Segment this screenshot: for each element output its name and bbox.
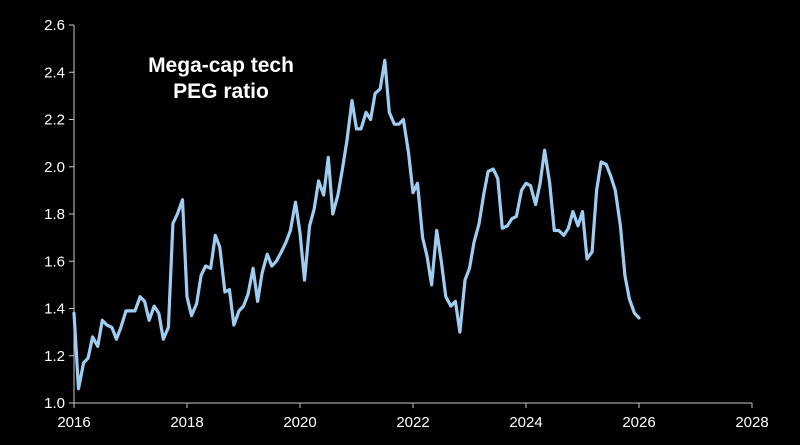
chart-title-line-2: PEG ratio bbox=[173, 80, 269, 103]
series-layer bbox=[72, 58, 641, 391]
y-tick-label: 1.2 bbox=[44, 348, 65, 365]
x-tick-label: 2024 bbox=[509, 414, 542, 431]
y-tick-label: 2.4 bbox=[44, 64, 65, 81]
x-tick-label: 2022 bbox=[396, 414, 429, 431]
chart-title-line-1: Mega-cap tech bbox=[148, 54, 294, 77]
axes: 1.0 1.2 1.4 1.6 1.8 2.0 2.2 2.4 2.6 2016 2018 2020 2… bbox=[44, 17, 769, 431]
y-tick-label: 1.4 bbox=[44, 301, 65, 318]
y-tick-label: 1.6 bbox=[44, 253, 65, 270]
x-tick-label: 2020 bbox=[283, 414, 316, 431]
x-tick-label: 2018 bbox=[170, 414, 203, 431]
x-tick-label: 2028 bbox=[735, 414, 768, 431]
y-tick-label: 2.2 bbox=[44, 112, 65, 129]
x-tick-label: 2016 bbox=[57, 414, 90, 431]
y-tick-label: 2.0 bbox=[44, 159, 65, 176]
y-tick-label: 2.6 bbox=[44, 17, 65, 34]
x-tick-label: 2026 bbox=[622, 414, 655, 431]
y-tick-label: 1.8 bbox=[44, 206, 65, 223]
y-tick-label: 1.0 bbox=[44, 395, 65, 412]
series-line-0 bbox=[72, 58, 641, 391]
